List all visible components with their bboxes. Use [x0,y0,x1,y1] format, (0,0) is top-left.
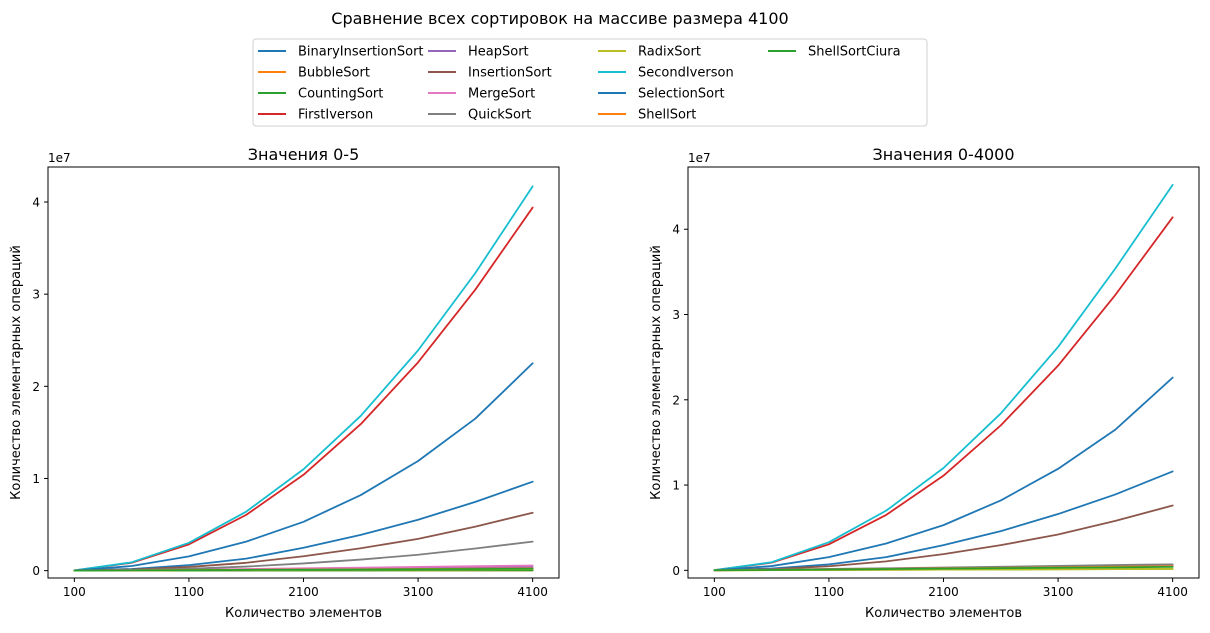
y-offset-text: 1e7 [48,151,71,165]
series-line-selectionsort [74,363,532,570]
y-tick-label: 1 [672,479,680,493]
x-axis-label: Количество элементов [225,606,382,621]
figure-suptitle: Сравнение всех сортировок на массиве раз… [331,9,788,28]
y-tick-label: 3 [32,288,40,302]
series-line-firstiverson [714,217,1172,570]
x-tick-label: 3100 [403,585,434,599]
y-tick-label: 4 [32,196,40,210]
x-tick-label: 1100 [174,585,205,599]
x-tick-label: 100 [703,585,726,599]
series-line-secondiverson [74,186,532,570]
legend-label: CountingSort [298,87,383,102]
legend-label: RadixSort [638,45,701,60]
series-line-insertionsort [714,506,1172,571]
x-tick-label: 2100 [288,585,319,599]
x-tick-label: 4100 [517,585,548,599]
y-axis-label: Количество элементарных операций [9,245,24,500]
legend-label: ShellSortCiura [808,45,901,60]
series-line-selectionsort [714,378,1172,571]
legend-label: FirstIverson [298,108,373,123]
y-axis-label: Количество элементарных операций [649,245,664,500]
series-line-secondiverson [714,185,1172,570]
chart-title: Значения 0-4000 [872,145,1014,164]
legend-label: ShellSort [638,108,696,123]
plot-area-frame [48,167,559,578]
chart-left: 100 1100 2100 3100 4100 0 1 2 3 4 Значения 0-5 1e… [9,145,559,621]
x-tick-label: 4100 [1157,585,1188,599]
x-tick-label: 1100 [814,585,845,599]
series-line-binaryinsertionsort [74,482,532,571]
legend-label: HeapSort [468,45,529,60]
chart-title: Значения 0-5 [248,145,360,164]
x-axis-label: Количество элементов [865,606,1022,621]
y-tick-label: 1 [32,472,40,486]
y-tick-label: 2 [672,393,680,407]
legend: BinaryInsertionSort BubbleSort CountingSor… [253,39,927,126]
legend-label: QuickSort [468,108,531,123]
series-line-firstiverson [74,208,532,571]
legend-label: SecondIverson [638,66,734,81]
y-tick-label: 3 [672,308,680,322]
plot-area-frame [688,167,1199,578]
y-offset-text: 1e7 [688,151,711,165]
chart-right: 100 1100 2100 3100 4100 0 1 2 3 4 Значения 0-4000… [649,145,1199,621]
y-tick-label: 2 [32,380,40,394]
legend-label: BubbleSort [298,66,370,81]
y-tick-label: 0 [672,564,680,578]
y-tick-label: 0 [32,564,40,578]
x-tick-label: 100 [63,585,86,599]
legend-label: InsertionSort [468,66,552,81]
x-tick-label: 2100 [928,585,959,599]
legend-label: BinaryInsertionSort [298,45,424,60]
series-line-binaryinsertionsort [714,471,1172,570]
x-tick-label: 3100 [1043,585,1074,599]
legend-label: MergeSort [468,87,535,102]
legend-label: SelectionSort [638,87,725,102]
y-tick-label: 4 [672,223,680,237]
